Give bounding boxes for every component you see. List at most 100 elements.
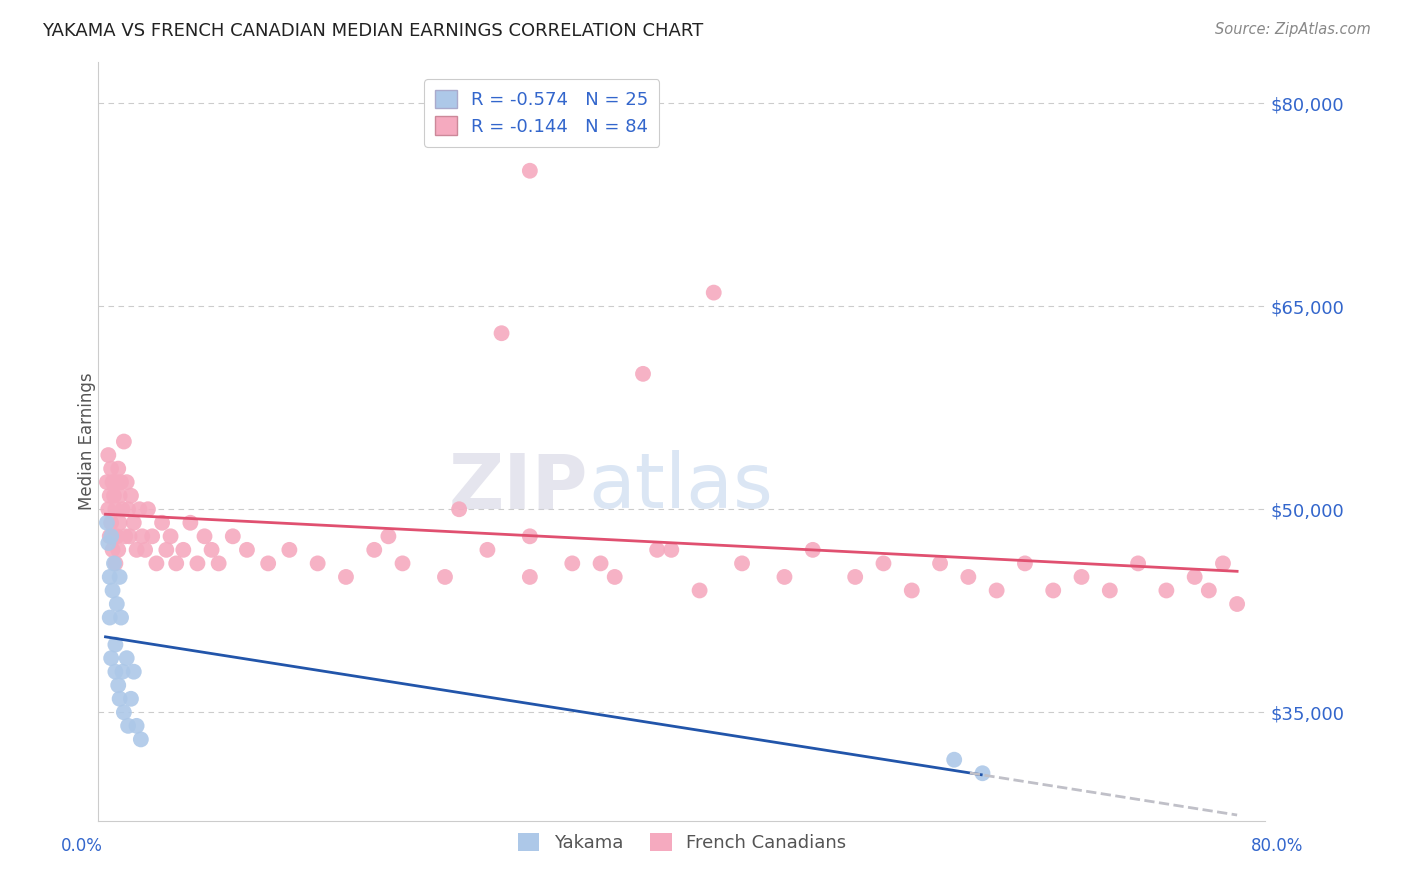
Point <box>100 461 122 475</box>
Point <box>519 570 541 584</box>
Point <box>1014 557 1036 571</box>
Point <box>97 536 120 550</box>
Text: ZIP: ZIP <box>449 450 589 524</box>
Point <box>589 557 612 571</box>
Point <box>100 529 122 543</box>
Point <box>97 448 120 462</box>
Point <box>103 557 125 571</box>
Point <box>307 557 329 571</box>
Point <box>105 597 128 611</box>
Point <box>165 557 187 571</box>
Point <box>335 570 357 584</box>
Point <box>111 665 134 679</box>
Point <box>100 516 122 530</box>
Point <box>363 542 385 557</box>
Point <box>129 732 152 747</box>
Point <box>101 583 124 598</box>
Point <box>236 542 259 557</box>
Y-axis label: Median Earnings: Median Earnings <box>79 373 96 510</box>
Point <box>96 516 118 530</box>
Point <box>120 691 142 706</box>
Point <box>943 753 966 767</box>
Point <box>186 557 208 571</box>
Point <box>108 570 131 584</box>
Point <box>1156 583 1178 598</box>
Point <box>159 529 181 543</box>
Point <box>125 719 148 733</box>
Point <box>136 502 159 516</box>
Point <box>561 557 583 571</box>
Point <box>222 529 245 543</box>
Point <box>101 542 124 557</box>
Point <box>110 610 132 624</box>
Point <box>115 475 138 490</box>
Point <box>111 502 134 516</box>
Point <box>519 529 541 543</box>
Point <box>1198 583 1220 598</box>
Point <box>155 542 177 557</box>
Point <box>900 583 922 598</box>
Point <box>957 570 980 584</box>
Point <box>104 502 127 516</box>
Point <box>278 542 301 557</box>
Point <box>773 570 796 584</box>
Point <box>391 557 413 571</box>
Point <box>98 489 121 503</box>
Point <box>97 502 120 516</box>
Point <box>986 583 1008 598</box>
Point <box>105 529 128 543</box>
Text: 80.0%: 80.0% <box>1250 837 1303 855</box>
Point <box>150 516 173 530</box>
Point <box>96 475 118 490</box>
Point <box>731 557 754 571</box>
Point <box>122 516 145 530</box>
Point <box>120 489 142 503</box>
Point <box>872 557 894 571</box>
Point <box>603 570 626 584</box>
Point <box>107 542 129 557</box>
Point <box>98 570 121 584</box>
Point <box>645 542 668 557</box>
Point <box>703 285 725 300</box>
Point <box>972 766 994 780</box>
Point <box>107 461 129 475</box>
Point <box>117 502 139 516</box>
Text: 0.0%: 0.0% <box>60 837 103 855</box>
Point <box>844 570 866 584</box>
Point <box>108 516 131 530</box>
Point <box>101 475 124 490</box>
Point <box>1042 583 1064 598</box>
Point <box>477 542 499 557</box>
Point <box>519 163 541 178</box>
Point <box>103 529 125 543</box>
Point <box>107 678 129 692</box>
Point <box>257 557 280 571</box>
Point <box>114 529 136 543</box>
Point <box>179 516 201 530</box>
Point <box>100 651 122 665</box>
Point <box>145 557 167 571</box>
Point <box>1070 570 1092 584</box>
Point <box>104 665 127 679</box>
Point <box>104 557 127 571</box>
Legend: Yakama, French Canadians: Yakama, French Canadians <box>509 823 855 861</box>
Point <box>112 706 135 720</box>
Point <box>1098 583 1121 598</box>
Point <box>449 502 471 516</box>
Point <box>134 542 156 557</box>
Point <box>110 475 132 490</box>
Point <box>193 529 215 543</box>
Point <box>491 326 513 341</box>
Point <box>172 542 194 557</box>
Point <box>208 557 231 571</box>
Point <box>122 665 145 679</box>
Point <box>659 542 682 557</box>
Point <box>1184 570 1206 584</box>
Point <box>1226 597 1249 611</box>
Point <box>108 691 131 706</box>
Point <box>377 529 399 543</box>
Text: YAKAMA VS FRENCH CANADIAN MEDIAN EARNINGS CORRELATION CHART: YAKAMA VS FRENCH CANADIAN MEDIAN EARNING… <box>42 22 703 40</box>
Point <box>125 542 148 557</box>
Point <box>200 542 222 557</box>
Point <box>131 529 153 543</box>
